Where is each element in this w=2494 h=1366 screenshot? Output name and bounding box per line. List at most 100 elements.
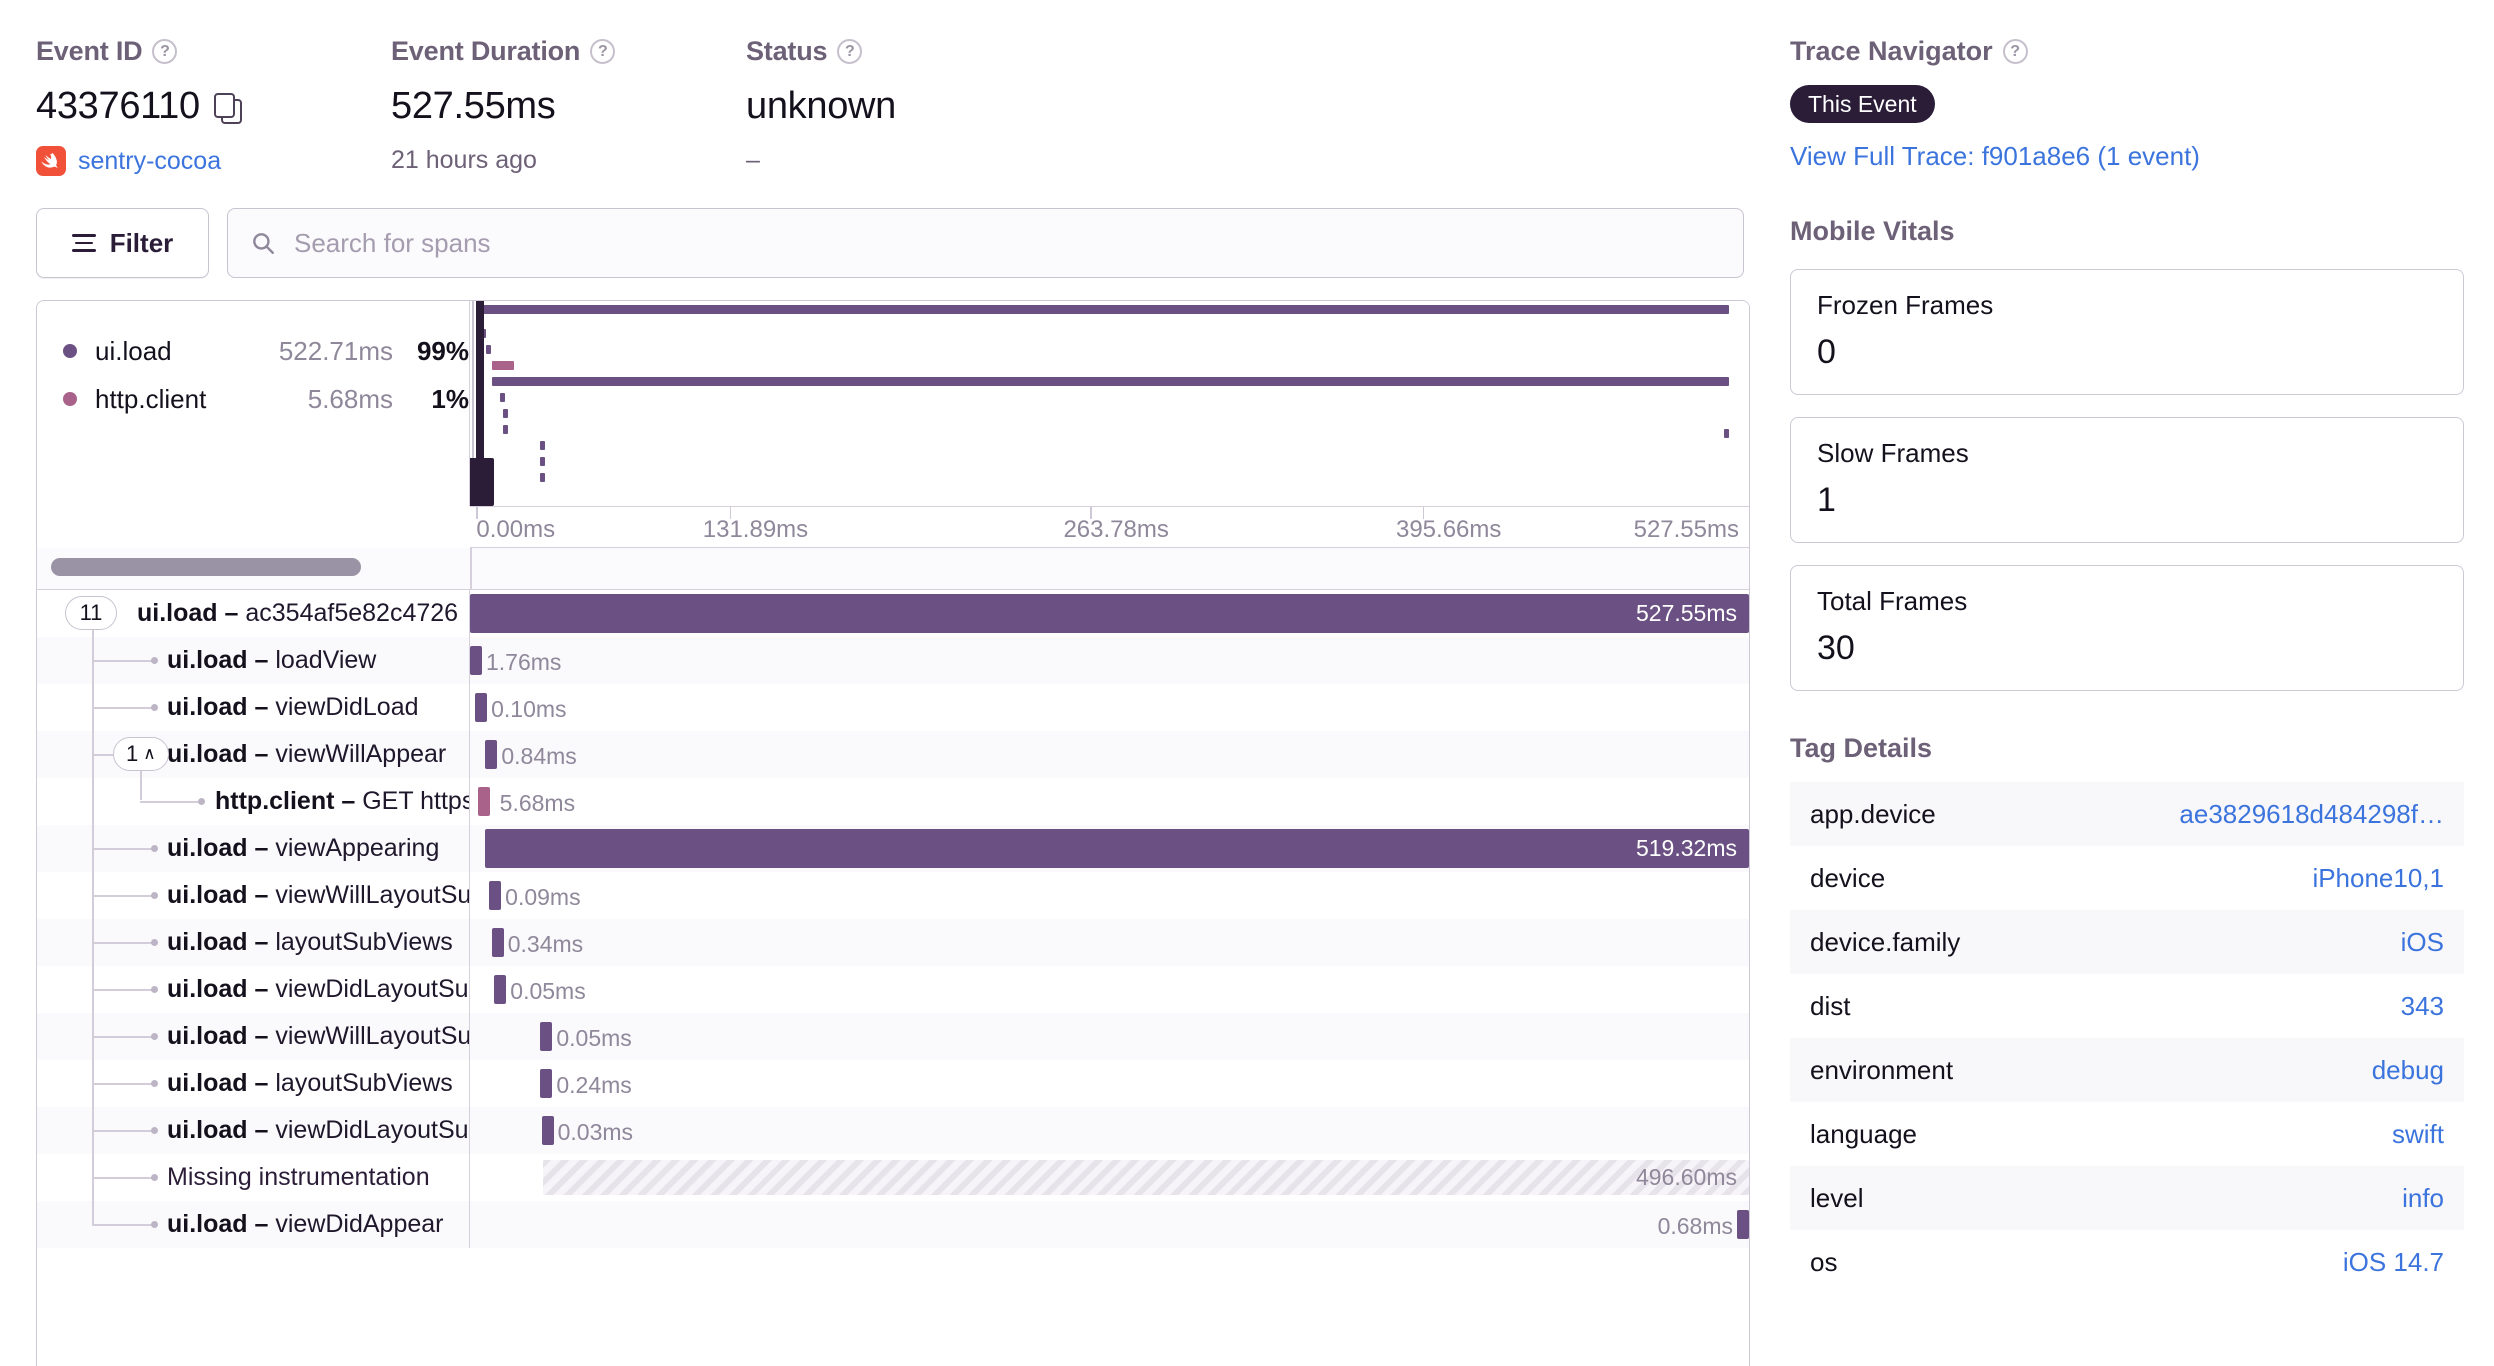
span-title: ui.load – viewDidLayoutSubviews bbox=[167, 975, 469, 1003]
horizontal-scrollbar[interactable] bbox=[37, 548, 1749, 590]
span-label-cell: ui.load – viewAppearing bbox=[37, 825, 470, 872]
help-icon[interactable]: ? bbox=[152, 39, 178, 64]
span-bar-cell[interactable]: 0.10ms bbox=[470, 684, 1749, 731]
tag-value[interactable]: ae3829618d484298f… bbox=[2179, 798, 2444, 829]
tag-value[interactable]: iPhone10,1 bbox=[2312, 862, 2444, 893]
span-row[interactable]: ui.load – loadView 1.76ms bbox=[37, 637, 1749, 684]
sdk-link[interactable]: sentry-cocoa bbox=[78, 146, 222, 175]
status-value: unknown bbox=[746, 85, 897, 127]
this-event-badge[interactable]: This Event bbox=[1790, 85, 1935, 123]
tag-value[interactable]: info bbox=[2402, 1182, 2444, 1213]
span-row[interactable]: ui.load – layoutSubViews 0.34ms bbox=[37, 919, 1749, 966]
span-bar-cell[interactable]: 0.03ms bbox=[470, 1107, 1749, 1154]
span-bar-cell[interactable]: 1.76ms bbox=[470, 637, 1749, 684]
swift-logo-icon bbox=[36, 146, 66, 176]
span-bar-cell[interactable]: 0.09ms bbox=[470, 872, 1749, 919]
tag-value[interactable]: swift bbox=[2392, 1118, 2444, 1149]
span-collapse-chip[interactable]: 1 ∧ bbox=[113, 737, 169, 771]
span-duration-bar bbox=[540, 1022, 553, 1051]
mobile-vitals-title: Mobile Vitals bbox=[1790, 216, 1955, 246]
tree-node-dot-icon bbox=[151, 939, 158, 946]
trace-minimap: ui.load 522.71ms 99% http.client 5.68ms … bbox=[37, 301, 1749, 506]
span-bar-cell[interactable]: 0.84ms bbox=[470, 731, 1749, 778]
span-duration-bar bbox=[470, 646, 482, 675]
span-row[interactable]: http.client – GET https://sentry-brand.s… bbox=[37, 778, 1749, 825]
span-count-chip[interactable]: 11 bbox=[65, 596, 117, 630]
span-title: ui.load – viewDidLayoutSubviews bbox=[167, 1116, 469, 1144]
span-row[interactable]: ui.load – viewDidLayoutSubviews 0.03ms bbox=[37, 1107, 1749, 1154]
span-bar-cell[interactable]: 0.24ms bbox=[470, 1060, 1749, 1107]
tree-connector bbox=[92, 1224, 152, 1226]
filter-button[interactable]: Filter bbox=[36, 208, 209, 278]
vital-name: Total Frames bbox=[1817, 586, 1968, 616]
tag-key: level bbox=[1810, 1182, 1864, 1213]
tree-connector bbox=[92, 1036, 152, 1038]
minimap-canvas[interactable] bbox=[469, 301, 1749, 506]
legend-percent: 99% bbox=[416, 335, 469, 366]
span-bar-cell[interactable]: 5.68ms bbox=[470, 778, 1749, 825]
tree-connector bbox=[92, 707, 152, 709]
span-bar-cell[interactable]: 527.55ms bbox=[470, 590, 1749, 637]
tag-row[interactable]: dist 343 bbox=[1790, 974, 2464, 1038]
span-duration-bar bbox=[477, 787, 490, 816]
span-row[interactable]: ui.load – viewWillAppear 1 ∧ 0.84ms bbox=[37, 731, 1749, 778]
event-sdk-row: sentry-cocoa bbox=[36, 146, 391, 176]
span-row[interactable]: ui.load – layoutSubViews 0.24ms bbox=[37, 1060, 1749, 1107]
minimap-span-bar bbox=[486, 345, 491, 354]
minimap-span-bar bbox=[503, 425, 508, 434]
span-row[interactable]: ui.load – viewDidAppear 0.68ms bbox=[37, 1201, 1749, 1248]
help-icon[interactable]: ? bbox=[2002, 39, 2028, 64]
tree-branch-line bbox=[140, 757, 142, 800]
tag-row[interactable]: device.family iOS bbox=[1790, 910, 2464, 974]
tag-row[interactable]: app.device ae3829618d484298f… bbox=[1790, 782, 2464, 846]
span-label-cell: ui.load – viewDidLayoutSubviews bbox=[37, 966, 470, 1013]
minimap-span-bar bbox=[540, 473, 545, 482]
span-bar-cell[interactable]: 496.60ms bbox=[470, 1154, 1749, 1201]
span-bar-cell[interactable]: 0.68ms bbox=[470, 1201, 1749, 1248]
span-bar-cell[interactable]: 0.05ms bbox=[470, 966, 1749, 1013]
left-column: Event ID ? 43376110 sentry-cocoa Event D… bbox=[36, 36, 1750, 1366]
legend-item[interactable]: http.client 5.68ms 1% bbox=[63, 375, 469, 423]
span-bar-cell[interactable]: 519.32ms bbox=[470, 825, 1749, 872]
tag-row[interactable]: level info bbox=[1790, 1166, 2464, 1230]
ruler-tick-label: 527.55ms bbox=[1633, 516, 1739, 543]
status-value-row: unknown bbox=[746, 85, 1146, 128]
span-title: ui.load – loadView bbox=[167, 646, 377, 674]
event-timestamp-text: 21 hours ago bbox=[391, 146, 537, 174]
legend-item[interactable]: ui.load 522.71ms 99% bbox=[63, 327, 469, 375]
span-row[interactable]: ui.load – viewWillLayoutSubviews 0.09ms bbox=[37, 872, 1749, 919]
span-row[interactable]: ui.load – viewWillLayoutSubviews 0.05ms bbox=[37, 1013, 1749, 1060]
span-row[interactable]: ui.load – viewDidLayoutSubviews 0.05ms bbox=[37, 966, 1749, 1013]
summary-card-event-id: Event ID ? 43376110 sentry-cocoa bbox=[36, 36, 391, 176]
span-bar-cell[interactable]: 0.34ms bbox=[470, 919, 1749, 966]
view-full-trace-link[interactable]: View Full Trace: f901a8e6 (1 event) bbox=[1790, 141, 2200, 171]
search-spans-box[interactable] bbox=[227, 208, 1744, 278]
copy-icon[interactable] bbox=[213, 92, 242, 124]
help-icon[interactable]: ? bbox=[837, 39, 863, 64]
scrollbar-thumb[interactable] bbox=[51, 558, 361, 576]
span-title: ui.load – viewDidLoad bbox=[167, 693, 419, 721]
span-row[interactable]: Missing instrumentation 496.60ms bbox=[37, 1154, 1749, 1201]
tag-row[interactable]: os iOS 14.7 bbox=[1790, 1230, 2464, 1294]
tag-value[interactable]: iOS bbox=[2400, 926, 2444, 957]
tag-row[interactable]: language swift bbox=[1790, 1102, 2464, 1166]
span-row[interactable]: ui.load – ac354af5e82c4726 11 527.55ms bbox=[37, 590, 1749, 637]
search-input[interactable] bbox=[292, 226, 1721, 260]
span-duration-bar bbox=[540, 1069, 553, 1098]
span-row[interactable]: ui.load – viewDidLoad 0.10ms bbox=[37, 684, 1749, 731]
help-icon[interactable]: ? bbox=[590, 39, 616, 64]
tag-key: device.family bbox=[1810, 926, 1961, 957]
tag-row[interactable]: device iPhone10,1 bbox=[1790, 846, 2464, 910]
span-title: http.client – GET https://sentry-brand.s… bbox=[215, 787, 469, 815]
tag-value[interactable]: debug bbox=[2371, 1054, 2444, 1085]
tag-row[interactable]: environment debug bbox=[1790, 1038, 2464, 1102]
event-id-value-row: 43376110 bbox=[36, 85, 391, 128]
tag-value[interactable]: 343 bbox=[2400, 990, 2444, 1021]
minimap-span-bar bbox=[540, 441, 545, 450]
ruler-tick-label: 0.00ms bbox=[476, 516, 556, 543]
minimap-left-handle[interactable] bbox=[470, 301, 494, 506]
tag-value[interactable]: iOS 14.7 bbox=[2342, 1246, 2444, 1277]
span-bar-cell[interactable]: 0.05ms bbox=[470, 1013, 1749, 1060]
span-row[interactable]: ui.load – viewAppearing 519.32ms bbox=[37, 825, 1749, 872]
span-duration-bar bbox=[475, 693, 488, 722]
